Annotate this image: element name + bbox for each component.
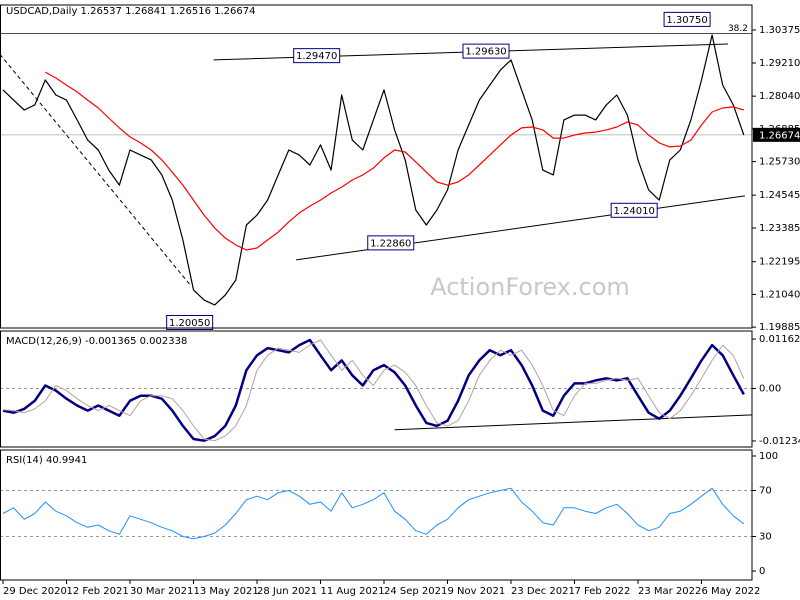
y-tick-label: 1.21040 xyxy=(759,289,800,300)
annotation-label: 1.29630 xyxy=(465,47,506,58)
y-tick-label: 1.22195 xyxy=(759,257,800,268)
x-tick-label: 9 Nov 2021 xyxy=(448,586,506,597)
watermark: ActionForex.com xyxy=(430,273,630,301)
x-tick-label: 7 Feb 2022 xyxy=(575,586,631,597)
y-tick-label: 0.00 xyxy=(759,383,781,394)
x-tick-label: 12 Feb 2021 xyxy=(67,586,129,597)
annotation-label: 1.29470 xyxy=(296,51,337,62)
y-tick-label: -0.012348 xyxy=(759,436,800,447)
rsi-title: RSI(14) 40.9941 xyxy=(6,455,87,466)
current-price-box xyxy=(753,127,800,142)
x-tick-label: 23 Dec 2021 xyxy=(511,586,575,597)
panel-frame xyxy=(0,330,753,448)
x-tick-label: 24 Sep 2021 xyxy=(384,586,447,597)
y-tick-label: 1.28040 xyxy=(759,91,800,102)
y-tick-label: 1.25730 xyxy=(759,157,800,168)
panel-frame xyxy=(0,4,753,329)
x-tick-label: 13 May 2021 xyxy=(194,586,259,597)
series-line xyxy=(2,339,745,442)
y-tick-label: 1.29210 xyxy=(759,58,800,69)
y-tick-label: 1.24545 xyxy=(759,190,800,201)
y-tick-label: 100 xyxy=(759,451,778,462)
series-line xyxy=(2,34,745,306)
y-tick-label: 1.19885 xyxy=(759,322,800,333)
annotation-label: 1.24010 xyxy=(613,206,654,217)
trendline xyxy=(394,414,753,431)
y-tick-label: 1.23385 xyxy=(759,223,800,234)
price-title: USDCAD,Daily 1.26537 1.26841 1.26516 1.2… xyxy=(6,6,256,17)
current-price-label: 1.26674 xyxy=(759,130,800,141)
annotation-box xyxy=(663,11,711,27)
y-tick-label: 1.30375 xyxy=(759,25,800,36)
y-tick-label: 70 xyxy=(759,485,772,496)
series-line xyxy=(2,338,745,442)
y-tick-label: 0.011629 xyxy=(759,334,800,345)
x-tick-label: 29 Dec 2020 xyxy=(3,586,67,597)
y-tick-label: 0 xyxy=(759,566,765,577)
annotation-label: 1.22860 xyxy=(370,238,411,249)
annotation-box xyxy=(293,48,341,64)
annotation-box xyxy=(367,235,415,251)
x-tick-label: 6 May 2022 xyxy=(702,586,761,597)
fib-label: 38.2 xyxy=(728,24,748,34)
annotation-box xyxy=(610,202,658,218)
x-tick-label: 23 Mar 2022 xyxy=(638,586,701,597)
y-tick-label: 30 xyxy=(759,532,772,543)
x-tick-label: 11 Aug 2021 xyxy=(321,586,385,597)
annotation-label: 1.30750 xyxy=(666,15,707,26)
annotation-box xyxy=(166,314,214,330)
macd-title: MACD(12,26,9) -0.001365 0.002338 xyxy=(6,336,187,347)
panel-frame xyxy=(0,449,753,581)
series-line xyxy=(45,71,744,251)
x-tick-label: 28 Jun 2021 xyxy=(257,586,317,597)
series-line xyxy=(2,487,745,540)
annotation-box xyxy=(462,43,510,59)
annotation-label: 1.20050 xyxy=(169,318,210,329)
trendline xyxy=(0,53,191,286)
x-tick-label: 30 Mar 2021 xyxy=(130,586,193,597)
